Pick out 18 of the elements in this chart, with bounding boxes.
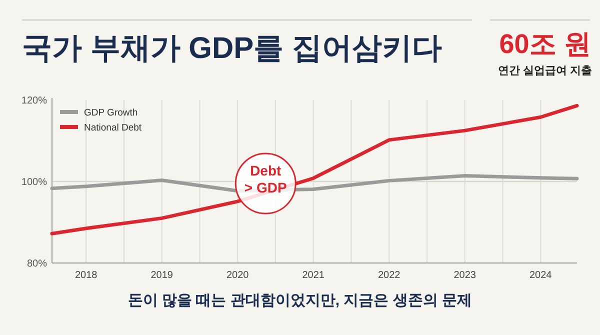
legend-label: National Debt (84, 122, 142, 134)
text: 연간 실업급여 지출 (498, 65, 592, 77)
legend-label: GDP Growth (84, 108, 138, 118)
x-tick-label: 2021 (302, 270, 325, 281)
x-tick-label: 2020 (226, 270, 250, 281)
x-tick-label: 2022 (378, 270, 401, 281)
annotation: Debt > GDP (244, 162, 287, 196)
y-tick-label: 80% (26, 258, 48, 270)
text: 돈이 많을 때는 관대함이었지만, 지금은 생존의 문제 (128, 292, 472, 309)
chart-title: 국가 부채가 GDP를 집어삼키다 (22, 32, 442, 65)
x-tick-label: 2024 (530, 270, 552, 281)
y-tick-label: 120% (21, 96, 48, 106)
x-tick-label: 2023 (454, 270, 476, 281)
y-tick-label: 100% (21, 177, 48, 188)
text: 60조 원 (499, 29, 591, 59)
line-series (50, 104, 579, 236)
x-tick-label: 2018 (74, 270, 98, 281)
x-tick-label: 2019 (150, 270, 174, 281)
